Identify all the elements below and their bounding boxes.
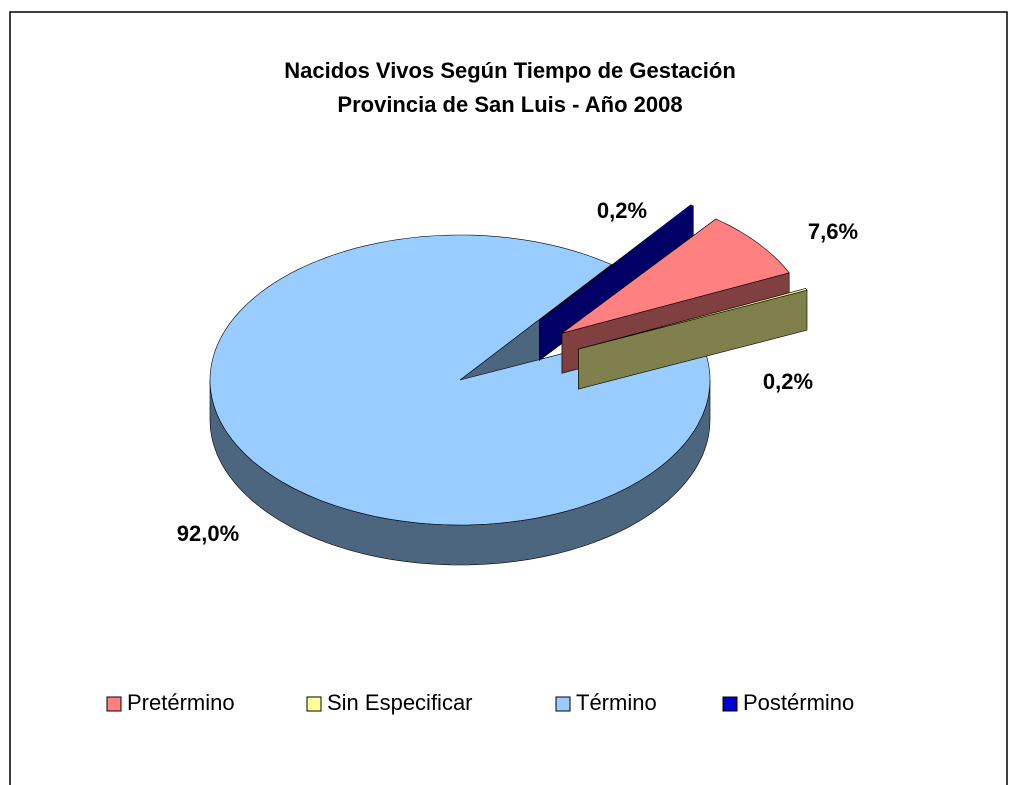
legend-swatch <box>722 696 738 712</box>
chart-title: Nacidos Vivos Según Tiempo de Gestación <box>284 58 736 83</box>
slice <box>209 234 711 526</box>
value-label: 92,0% <box>177 521 239 546</box>
legend-label: Pretérmino <box>127 690 235 715</box>
legend-swatch <box>555 696 571 712</box>
legend-label: Sin Especificar <box>327 690 473 715</box>
value-label: 0,2% <box>763 369 813 394</box>
legend-swatch <box>106 696 122 712</box>
value-label: 7,6% <box>808 219 858 244</box>
value-label: 0,2% <box>597 198 647 223</box>
legend-label: Término <box>576 690 657 715</box>
chart-subtitle: Provincia de San Luis - Año 2008 <box>337 92 682 117</box>
slice <box>561 218 790 334</box>
slice <box>578 288 808 350</box>
chart-frame <box>9 11 1008 785</box>
slice <box>539 204 694 321</box>
legend-swatch <box>306 696 322 712</box>
legend-label: Postérmino <box>743 690 854 715</box>
